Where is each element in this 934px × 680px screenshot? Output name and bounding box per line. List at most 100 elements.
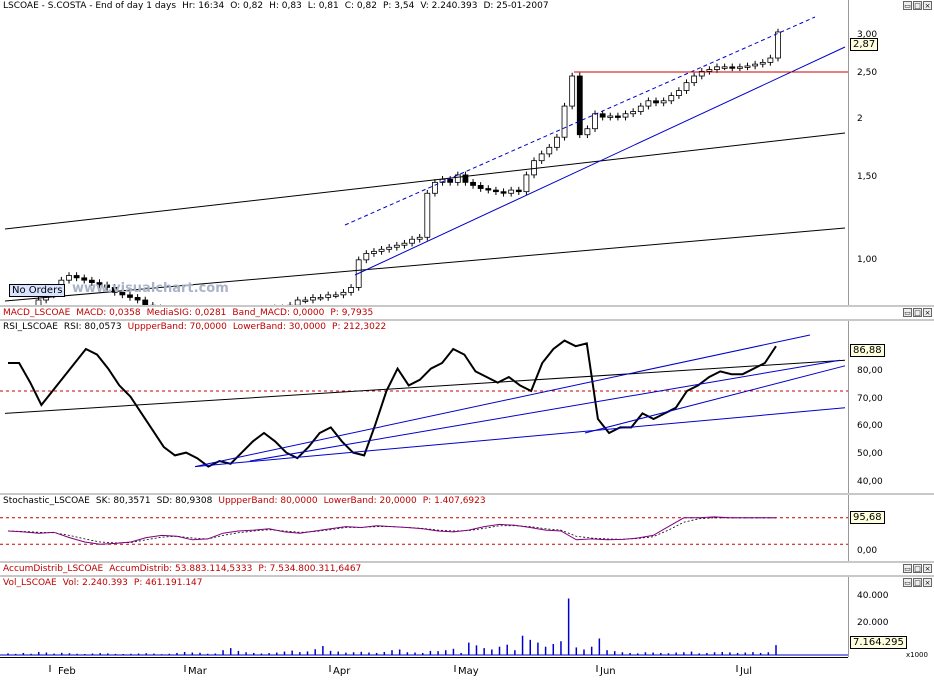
candle-body xyxy=(96,282,103,286)
volume-header: Vol_LSCOAE Vol: 2.240.393 P: 461.191.147 xyxy=(3,577,209,589)
candle-body xyxy=(538,153,545,162)
candle-body xyxy=(668,95,675,102)
restore-icon[interactable]: ▭ xyxy=(903,578,912,587)
rsi-pane: RSI_LSCOAE RSI: 80,0573 UppperBand: 70,000… xyxy=(0,321,934,493)
candle-body xyxy=(340,291,347,296)
pane-divider[interactable] xyxy=(0,561,934,563)
candle-body xyxy=(744,65,751,68)
candle-body xyxy=(622,113,629,118)
restore-icon[interactable]: ▭ xyxy=(903,308,912,317)
vol-unit: x1000 xyxy=(906,651,928,659)
rsi-plot-area[interactable] xyxy=(0,321,849,493)
candle-body xyxy=(775,31,781,59)
macd-pane-buttons: ▭ □ × xyxy=(903,308,932,317)
price-pane: LSCOAE - S.COSTA - End of day 1 days Hr: … xyxy=(0,0,934,328)
rsi-header: RSI_LSCOAE RSI: 80,0573 UppperBand: 70,000… xyxy=(3,321,392,333)
rsi-trendline-blue xyxy=(249,359,841,462)
stoch-upper: UppperBand: 80,0000 xyxy=(218,496,318,506)
price-plot-area[interactable] xyxy=(0,0,849,328)
candle-body xyxy=(767,57,774,63)
vol-p: P: 461.191.147 xyxy=(133,578,203,588)
month-label: Mar xyxy=(188,666,207,677)
rsi-line xyxy=(8,339,777,468)
maximize-icon[interactable]: □ xyxy=(913,1,922,10)
candle-body xyxy=(607,115,614,118)
volume-chart xyxy=(0,598,848,656)
low-label: L: 0,81 xyxy=(307,1,339,11)
rsi-trendline xyxy=(4,359,846,414)
candle-body xyxy=(500,191,507,194)
candle-body xyxy=(508,189,515,194)
macd-band: Band_MACD: 0,0000 xyxy=(232,308,325,318)
candle-body xyxy=(317,297,324,300)
candle-body xyxy=(302,299,309,302)
vol-tick: 20.000 xyxy=(857,618,889,628)
candle-body xyxy=(111,287,118,293)
maximize-icon[interactable]: □ xyxy=(913,578,922,587)
last-price-tag: 2,87 xyxy=(850,38,879,51)
rsi-trendline-blue xyxy=(584,365,846,434)
candle-body xyxy=(660,100,667,104)
candle-body xyxy=(424,192,431,238)
rsi-lower: LowerBand: 30,0000 xyxy=(232,322,327,332)
channel-line xyxy=(344,16,816,226)
stochastic-chart xyxy=(0,516,848,545)
accumdistrib-pane: AccumDistrib_LSCOAE AccumDistrib: 53.883.… xyxy=(0,563,934,575)
candle-body xyxy=(134,297,141,301)
p-label: P: 3,54 xyxy=(382,1,415,11)
macd-pane: MACD_LSCOAE MACD: 0,0358 MediaSIG: 0,0281 B… xyxy=(0,307,934,319)
candle-body xyxy=(592,113,598,130)
no-orders-badge[interactable]: No Orders xyxy=(9,284,66,297)
pane-divider[interactable] xyxy=(0,305,934,307)
restore-icon[interactable]: ▭ xyxy=(903,1,912,10)
price-tick: 1,00 xyxy=(857,255,878,265)
candle-body xyxy=(66,275,72,281)
macd-p: P: 9,7935 xyxy=(330,308,374,318)
pane-divider[interactable] xyxy=(0,575,934,577)
macd-value: MACD: 0,0358 xyxy=(76,308,141,318)
trendline xyxy=(4,227,846,302)
close-icon[interactable]: × xyxy=(923,308,932,317)
time-axis-ticks xyxy=(49,665,738,672)
candle-body xyxy=(325,294,332,298)
candle-body xyxy=(546,146,553,155)
hour-label: Hr: 16:34 xyxy=(182,1,225,11)
candle-body xyxy=(729,66,736,69)
candle-body xyxy=(104,284,111,288)
candle-body xyxy=(432,181,438,194)
candle-body xyxy=(409,238,415,244)
stoch-lower: LowerBand: 20,0000 xyxy=(323,496,417,506)
month-label: Apr xyxy=(333,666,351,677)
candle-body xyxy=(630,111,637,115)
rsi-tick: 40,00 xyxy=(857,477,883,487)
candle-body xyxy=(714,66,720,70)
ad-p: P: 7.534.800.311,6467 xyxy=(258,564,362,574)
pane-divider[interactable] xyxy=(0,493,934,495)
close-icon[interactable]: × xyxy=(923,578,932,587)
trendline xyxy=(4,132,846,230)
rsi-name: RSI_LSCOAE xyxy=(3,322,58,332)
ad-pane-buttons: ▭ □ × xyxy=(903,564,932,573)
vol-name: Vol_LSCOAE xyxy=(3,578,57,588)
month-label: May xyxy=(458,666,479,677)
time-axis xyxy=(0,657,848,680)
close-icon[interactable]: × xyxy=(923,1,932,10)
vol-last-tag: 7.164.295 xyxy=(850,636,907,649)
candle-body xyxy=(371,250,377,254)
rsi-tick: 60,00 xyxy=(857,421,883,431)
candle-body xyxy=(653,100,659,104)
ad-name: AccumDistrib_LSCOAE xyxy=(3,564,104,574)
maximize-icon[interactable]: □ xyxy=(913,308,922,317)
rsi-value: RSI: 80,0573 xyxy=(63,322,122,332)
volume-plot-area[interactable] xyxy=(0,577,849,657)
vol-tick: 40.000 xyxy=(857,591,889,601)
rsi-tick: 70,00 xyxy=(857,394,883,404)
stochastic-plot-area[interactable] xyxy=(0,495,849,561)
candle-body xyxy=(531,160,537,176)
candle-body xyxy=(675,90,682,97)
vol-value: Vol: 2.240.393 xyxy=(62,578,128,588)
close-icon[interactable]: × xyxy=(923,564,932,573)
maximize-icon[interactable]: □ xyxy=(913,564,922,573)
pane-divider[interactable] xyxy=(0,319,934,321)
restore-icon[interactable]: ▭ xyxy=(903,564,912,573)
